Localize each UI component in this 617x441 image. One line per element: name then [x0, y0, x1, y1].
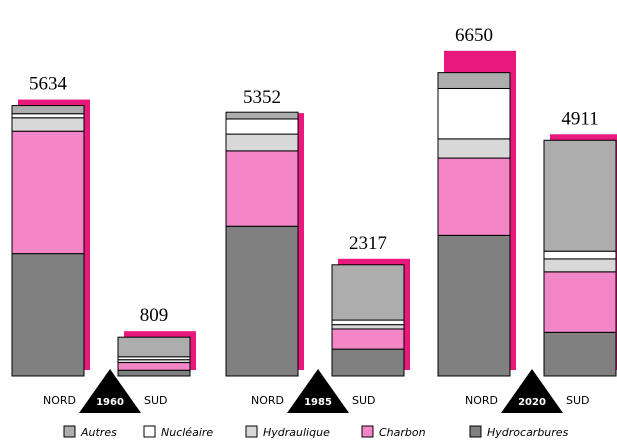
year-triangle: [287, 369, 349, 413]
legend-swatch: [245, 425, 258, 438]
bar-segment-autres: [437, 72, 511, 89]
year-label: 1960: [96, 397, 124, 408]
legend-swatch: [143, 425, 156, 438]
bar-segment-autres: [117, 336, 191, 358]
bar-segment-autres: [331, 264, 405, 321]
year-label: 2020: [518, 397, 546, 408]
bar-segment-nucléaire: [543, 250, 617, 260]
bar-segment-hydraulique: [543, 258, 617, 273]
region-label-nord: NORD: [43, 394, 76, 407]
bar-segment-hydrocarbures: [225, 225, 299, 377]
bar-segment-charbon: [331, 328, 405, 350]
region-label-sud: SUD: [352, 394, 376, 407]
legend-item: Nucléaire: [143, 425, 213, 439]
bar-total-label: 2317: [349, 233, 387, 254]
bar-segment-nucléaire: [437, 87, 511, 140]
year-triangle: [501, 369, 563, 413]
bar-total-label: 5352: [243, 87, 281, 108]
region-label-sud: SUD: [566, 394, 590, 407]
bar-segment-nucléaire: [225, 118, 299, 135]
bar-segment-autres: [11, 105, 85, 115]
legend-label: Nucléaire: [161, 426, 213, 439]
bar-segment-autres: [225, 111, 299, 120]
year-triangle: [79, 369, 141, 413]
bar-segment-hydrocarbures: [437, 234, 511, 377]
legend-swatch: [361, 425, 374, 438]
bar-segment-hydrocarbures: [11, 253, 85, 377]
legend-label: Hydrocarbures: [487, 426, 569, 439]
bar-segment-charbon: [225, 150, 299, 227]
bar-segment-hydraulique: [225, 133, 299, 152]
region-label-nord: NORD: [251, 394, 284, 407]
bar-segment-hydrocarbures: [331, 348, 405, 377]
bar-total-label: 809: [140, 305, 169, 326]
bar-segment-nucléaire: [11, 113, 85, 119]
bar-segment-hydraulique: [11, 117, 85, 132]
bar-segment-hydraulique: [331, 324, 405, 330]
bar-segment-hydrocarbures: [117, 369, 191, 377]
bar-segment-autres: [543, 139, 617, 252]
region-label-sud: SUD: [144, 394, 168, 407]
bar-segment-nucléaire: [331, 319, 405, 326]
year-region-labels-group: 1960 NORD SUD 1985 NORD SUD 2020 NORD SUD: [43, 369, 590, 413]
bar-segment-charbon: [543, 271, 617, 333]
bar-total-label: 5634: [29, 74, 68, 95]
bar-total-label: 6650: [455, 25, 493, 46]
bar-segment-charbon: [117, 362, 191, 371]
region-label-nord: NORD: [465, 394, 498, 407]
legend-label: Charbon: [379, 426, 426, 439]
legend-item: Hydrocarbures: [469, 425, 569, 439]
bar-segment-charbon: [11, 130, 85, 255]
legend-swatch: [63, 425, 76, 438]
legend-label: Autres: [80, 426, 117, 439]
bar-segment-hydrocarbures: [543, 331, 617, 377]
legend-item: Autres: [63, 425, 117, 439]
legend-swatch: [469, 425, 482, 438]
bar-total-label: 4911: [561, 108, 598, 129]
legend-item: Hydraulique: [245, 425, 330, 439]
bars-group: [11, 50, 617, 377]
bar-segment-charbon: [437, 157, 511, 236]
year-label: 1985: [304, 397, 332, 408]
legend-item: Charbon: [361, 425, 426, 439]
total-labels-group: 5634 809 5352 2317 6650 4911: [29, 25, 599, 326]
legend-label: Hydraulique: [263, 426, 330, 439]
legend: Autres Nucléaire Hydraulique Charbon Hydroca…: [63, 425, 569, 439]
bar-segment-hydraulique: [437, 138, 511, 159]
